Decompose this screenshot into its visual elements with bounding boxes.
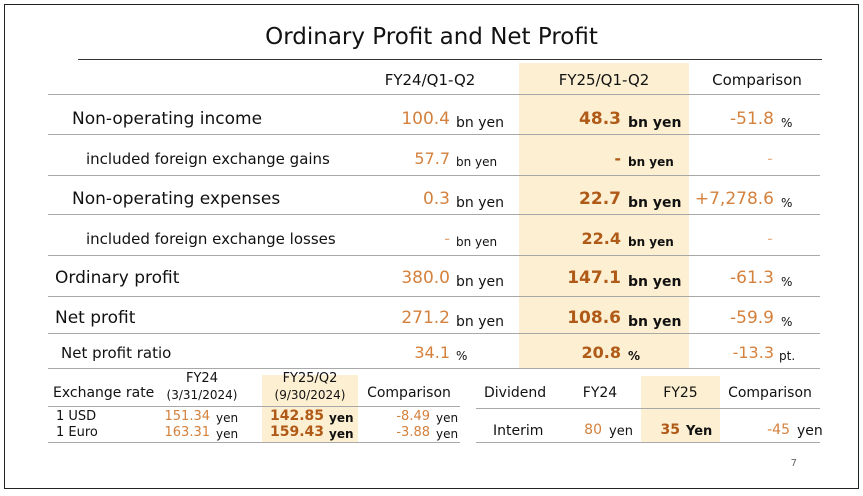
exchange-cmp-value: -3.88 <box>396 425 430 440</box>
row-rule-2 <box>48 175 820 176</box>
page-title: Ordinary Profit and Net Profit <box>265 24 598 50</box>
cmp-unit: % <box>781 116 793 130</box>
row-label: Non-operating income <box>72 109 263 129</box>
exchange-row-label: 1 USD <box>56 409 97 424</box>
curr-unit: bn yen <box>628 274 682 290</box>
cmp-value: -59.9 <box>730 308 774 328</box>
title-underline <box>78 59 822 60</box>
header-comparison: Comparison <box>712 71 802 89</box>
row-rule-7 <box>48 368 820 369</box>
current-period-highlight <box>519 63 689 368</box>
curr-value: - <box>614 149 621 168</box>
row-rule-3 <box>48 214 820 215</box>
dividend-prev-unit: yen <box>609 424 633 439</box>
cmp-value: -13.3 <box>732 343 774 362</box>
curr-value: 108.6 <box>567 308 621 328</box>
exchange-curr-value: 142.85 <box>269 408 324 424</box>
dividend-curr-unit: Yen <box>686 424 713 439</box>
cmp-unit: % <box>781 275 793 289</box>
exchange-cmp-unit: yen <box>436 427 459 441</box>
row-rule-6 <box>48 333 820 334</box>
cmp-unit: % <box>781 315 793 329</box>
dividend-label: Dividend <box>484 385 547 401</box>
exchange-prev-value: 151.34 <box>164 409 211 424</box>
dividend-row-label: Interim <box>493 423 544 439</box>
exchange-cmp-value: -8.49 <box>396 409 430 424</box>
row-label: Net profit <box>55 308 136 328</box>
cmp-value: - <box>767 149 773 168</box>
header-current-period: FY25/Q1-Q2 <box>558 71 650 89</box>
dividend-prev-value: 80 <box>584 422 602 438</box>
exchange-bottom-rule <box>48 442 460 443</box>
exchange-rate-label: Exchange rate <box>53 385 155 401</box>
exchange-header-curr-date: (9/30/2024) <box>274 388 346 402</box>
dividend-bottom-rule <box>476 442 820 443</box>
row-label: Non-operating expenses <box>72 189 281 209</box>
row-label: Net profit ratio <box>61 344 172 362</box>
exchange-header-rule <box>48 406 460 407</box>
curr-unit: bn yen <box>628 195 682 211</box>
cmp-value: -61.3 <box>730 268 774 288</box>
main-header-rule <box>48 94 820 95</box>
dividend-cmp-value: -45 <box>767 422 790 438</box>
row-rule-4 <box>48 255 820 256</box>
prev-value: 380.0 <box>401 268 450 288</box>
prev-unit: bn yen <box>456 274 504 290</box>
row-rule-1 <box>48 134 820 135</box>
curr-unit: bn yen <box>628 314 682 330</box>
dividend-cmp-unit: yen <box>797 423 823 439</box>
curr-unit: bn yen <box>628 155 674 169</box>
page-number: 7 <box>790 458 797 469</box>
curr-value: 147.1 <box>567 268 621 288</box>
dividend-header-comparison: Comparison <box>728 385 812 401</box>
dividend-header-rule <box>476 408 820 409</box>
cmp-unit: pt. <box>779 349 796 363</box>
dividend-header-curr: FY25 <box>663 385 698 401</box>
prev-value: 0.3 <box>422 189 450 209</box>
exchange-cmp-unit: yen <box>436 411 459 425</box>
exchange-header-prev-date: (3/31/2024) <box>166 388 238 402</box>
prev-unit: bn yen <box>456 235 498 249</box>
dividend-header-prev: FY24 <box>582 385 618 401</box>
exchange-curr-unit: yen <box>329 427 354 441</box>
curr-value: 20.8 <box>581 343 621 362</box>
dividend-current-highlight <box>641 376 720 442</box>
exchange-prev-unit: yen <box>216 411 239 425</box>
prev-value: 100.4 <box>401 109 450 129</box>
curr-value: 48.3 <box>579 109 621 129</box>
cmp-value: -51.8 <box>730 109 774 129</box>
header-prev-period: FY24/Q1-Q2 <box>384 71 476 89</box>
curr-unit: bn yen <box>628 235 674 249</box>
prev-unit: bn yen <box>456 314 504 330</box>
exchange-header-comparison: Comparison <box>367 385 451 401</box>
exchange-header-curr: FY25/Q2 <box>282 371 338 386</box>
row-label: Ordinary profit <box>55 268 180 288</box>
cmp-value: - <box>767 229 773 248</box>
dividend-curr-value: 35 <box>660 422 680 438</box>
cmp-value: +7,278.6 <box>694 189 774 209</box>
prev-unit: bn yen <box>456 115 504 131</box>
exchange-prev-value: 163.31 <box>164 425 211 440</box>
prev-value: 271.2 <box>401 308 450 328</box>
prev-value: 34.1 <box>414 343 450 362</box>
exchange-current-highlight <box>262 375 358 442</box>
exchange-row-label: 1 Euro <box>56 425 98 440</box>
row-rule-5 <box>48 296 820 297</box>
cmp-unit: % <box>781 196 793 210</box>
prev-unit: bn yen <box>456 155 498 169</box>
curr-value: 22.7 <box>579 189 621 209</box>
prev-value: 57.7 <box>414 149 450 168</box>
curr-unit: % <box>628 349 641 363</box>
curr-unit: bn yen <box>628 115 682 131</box>
exchange-header-prev: FY24 <box>186 371 218 386</box>
prev-value: - <box>444 229 450 248</box>
row-label: included foreign exchange losses <box>86 230 336 248</box>
exchange-prev-unit: yen <box>216 427 239 441</box>
curr-value: 22.4 <box>581 229 621 248</box>
exchange-curr-unit: yen <box>329 411 354 425</box>
prev-unit: bn yen <box>456 195 504 211</box>
row-label: included foreign exchange gains <box>86 150 330 168</box>
exchange-curr-value: 159.43 <box>269 424 324 440</box>
prev-unit: % <box>456 349 468 363</box>
